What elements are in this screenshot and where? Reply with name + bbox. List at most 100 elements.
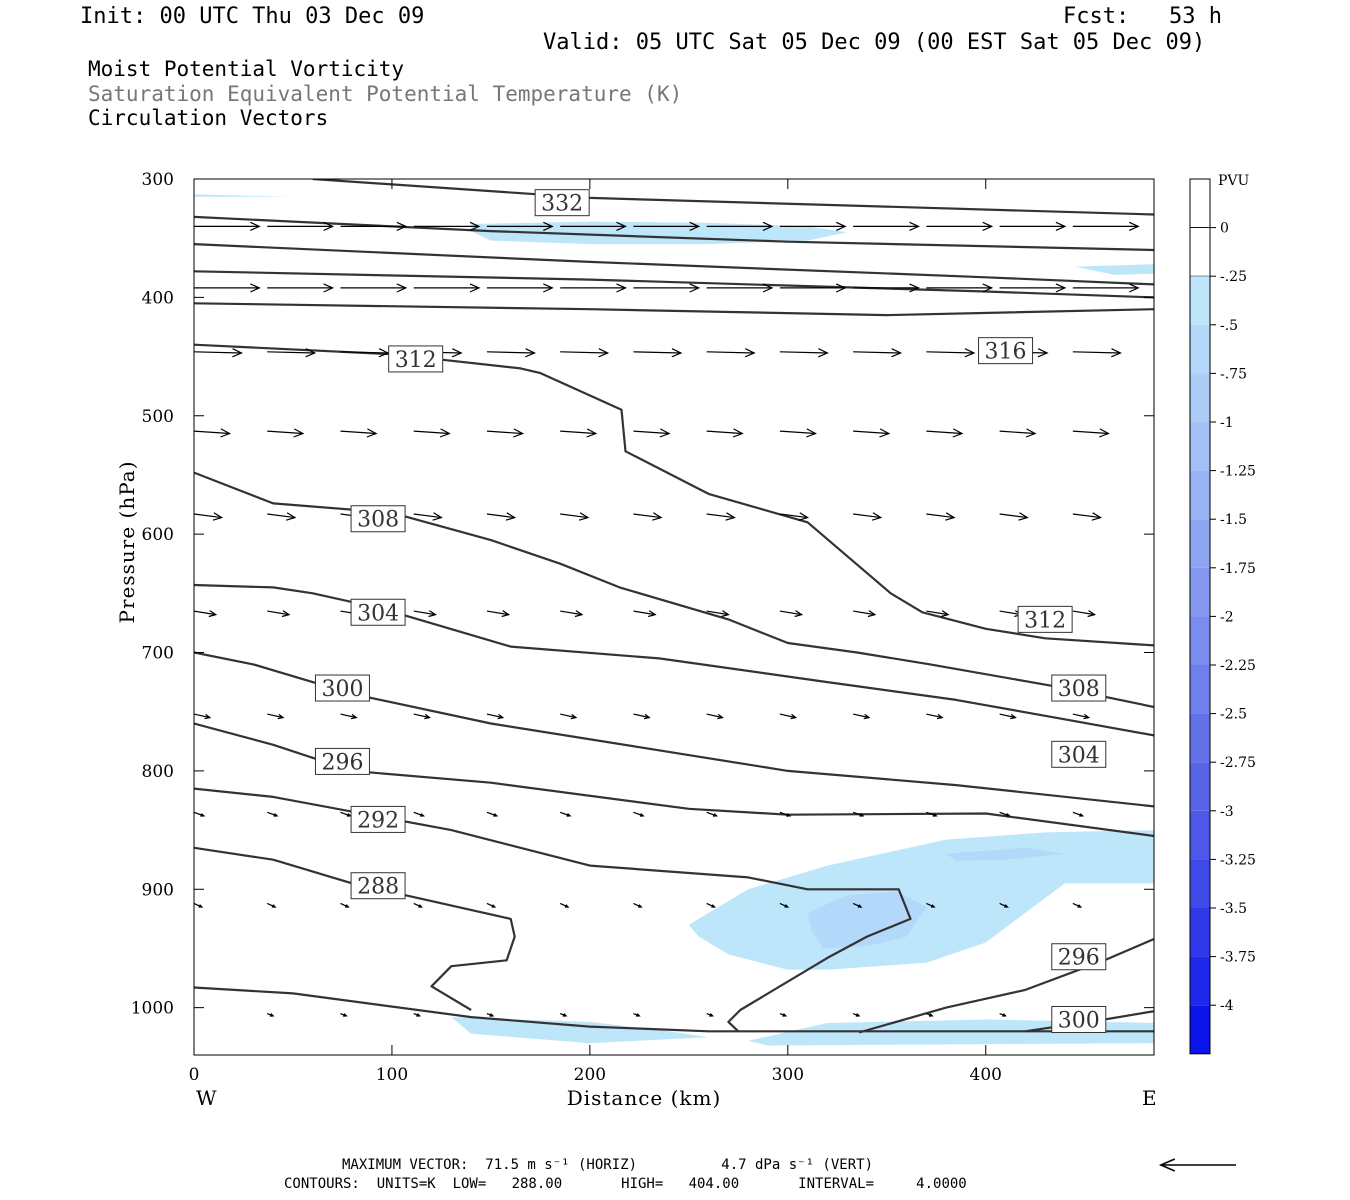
colorbar-label: -3.25	[1220, 852, 1256, 868]
vector-shaft	[267, 430, 303, 435]
x-tick-label: 100	[376, 1065, 408, 1085]
vector-head	[711, 904, 716, 908]
vector-shaft	[706, 351, 755, 354]
west-label: W	[196, 1086, 217, 1110]
vector-head	[564, 904, 570, 908]
vector-head	[451, 348, 463, 358]
contour-label: 296	[314, 747, 370, 775]
vector-head	[220, 428, 232, 438]
colorbar-label: -.25	[1220, 269, 1247, 285]
vector-arrow	[633, 1013, 641, 1017]
vector-arrow	[926, 348, 976, 358]
vector-head	[648, 610, 657, 618]
vector-arrow	[267, 428, 305, 438]
mpv-region	[946, 847, 1065, 861]
contour-label-text: 304	[1058, 743, 1100, 768]
vector-shaft	[560, 713, 577, 719]
vector-head	[424, 713, 431, 720]
colorbar-label: -1.5	[1220, 512, 1247, 528]
vector-arrow	[413, 221, 481, 231]
contour-line	[194, 215, 1154, 252]
colorbar-label: -2.25	[1220, 658, 1256, 674]
contour-label-box	[1051, 1005, 1107, 1033]
vector-arrow	[194, 221, 261, 231]
vector-head	[855, 1013, 861, 1017]
vector-arrow	[706, 428, 744, 438]
vector-arrow	[779, 348, 829, 358]
vector-arrow	[267, 283, 335, 293]
vector-shaft	[1072, 713, 1089, 719]
vector-shaft	[486, 610, 509, 616]
vector-shaft	[340, 811, 351, 817]
vector-head	[932, 813, 938, 817]
mpv-shading	[194, 194, 1154, 1046]
vector-head	[1010, 713, 1017, 720]
vector-arrow	[413, 811, 426, 817]
colorbar-bin	[1190, 567, 1210, 617]
vector-shaft	[999, 713, 1016, 719]
vector-head	[250, 283, 261, 293]
mpv-region	[194, 194, 293, 197]
vector-arrow	[267, 221, 335, 231]
vector-head	[269, 1013, 275, 1017]
vector-head	[346, 813, 352, 817]
vector-head	[671, 348, 683, 358]
vector-arrow	[559, 1013, 568, 1017]
vector-head	[871, 512, 883, 521]
vector-head	[489, 1013, 495, 1017]
vector-arrow	[194, 348, 243, 358]
vector-arrow	[194, 512, 224, 521]
vector-shaft	[267, 351, 315, 354]
vector-shaft	[779, 811, 790, 817]
vector-head	[543, 221, 554, 231]
vector-shaft	[926, 713, 943, 719]
contour-label-text: 304	[357, 601, 399, 626]
vector-arrow	[1072, 610, 1097, 618]
colorbar-bin	[1190, 1005, 1210, 1054]
vector-arrow	[926, 811, 938, 817]
vector-shaft	[633, 811, 644, 817]
contour-label: 288	[350, 872, 406, 900]
vector-head	[343, 1013, 348, 1017]
vector-arrow	[486, 283, 554, 293]
vector-shaft	[413, 811, 424, 817]
vector-head	[1055, 283, 1067, 293]
colorbar-label: -2.5	[1220, 707, 1247, 723]
contour-label-text: 308	[1058, 677, 1100, 702]
y-tick-label: 800	[142, 762, 174, 782]
vector-shaft	[926, 351, 974, 354]
vector-head	[277, 713, 285, 720]
colorbar-label: -3	[1220, 804, 1234, 820]
circulation-vectors	[194, 221, 1140, 1017]
vector-arrow	[779, 610, 804, 618]
vector-arrow	[853, 283, 920, 293]
vector-shaft	[779, 430, 816, 435]
contour-label: 304	[1051, 740, 1107, 768]
vector-arrow	[340, 283, 408, 293]
vector-head	[835, 283, 847, 293]
vector-head	[794, 610, 804, 618]
y-tick-label: 500	[142, 407, 174, 427]
vector-head	[638, 904, 643, 908]
vector-arrow	[926, 512, 956, 521]
vector-arrow	[779, 283, 847, 293]
vector-head	[574, 610, 584, 618]
vector-head	[428, 610, 437, 618]
vector-head	[501, 610, 511, 618]
vector-arrow	[633, 610, 657, 618]
contour-label: 332	[534, 189, 590, 217]
vector-head	[1025, 428, 1037, 438]
vector-head	[513, 428, 525, 438]
vector-shaft	[194, 513, 222, 519]
y-tick-label: 700	[142, 644, 174, 664]
vector-shaft	[706, 610, 729, 616]
vector-shaft	[267, 811, 278, 817]
vector-head	[909, 283, 920, 293]
vector-head	[713, 813, 719, 817]
vector-shaft	[779, 610, 802, 616]
contour-label-box	[388, 345, 444, 373]
vector-head	[762, 221, 774, 231]
vector-arrow	[267, 610, 291, 618]
vector-shaft	[486, 351, 535, 354]
vector-shaft	[267, 513, 296, 519]
